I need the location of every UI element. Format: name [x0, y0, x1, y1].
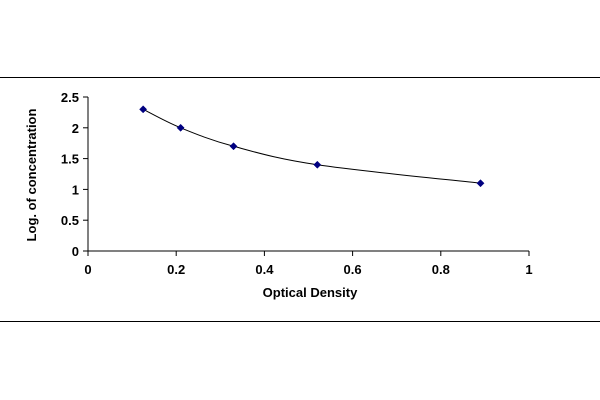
data-point — [313, 160, 322, 169]
y-tick-label: 1.5 — [61, 152, 79, 167]
y-tick-label: 0 — [72, 244, 79, 259]
x-tick-label: 1 — [525, 262, 532, 277]
data-point — [229, 142, 238, 151]
x-tick-label: 0 — [84, 262, 91, 277]
data-point — [476, 179, 485, 188]
x-tick-label: 0.2 — [167, 262, 185, 277]
x-tick-label: 0.6 — [344, 262, 362, 277]
axes — [87, 97, 529, 252]
fit-curve-layer — [142, 108, 481, 184]
y-tick-label: 2 — [72, 121, 79, 136]
x-axis-title: Optical Density — [263, 285, 358, 300]
data-points — [139, 105, 485, 188]
ticks: 0 0.5 1 1.5 2 2.5 0 0.2 0.4 0.6 0.8 1 — [61, 90, 533, 277]
fit-curve — [142, 108, 481, 184]
x-tick-label: 0.4 — [255, 262, 274, 277]
y-tick-label: 1 — [72, 182, 79, 197]
data-point — [139, 105, 148, 114]
y-tick-label: 2.5 — [61, 90, 79, 105]
y-tick-label: 0.5 — [61, 213, 79, 228]
y-axis-title: Log. of concentration — [24, 109, 39, 242]
data-point — [176, 123, 185, 132]
x-tick-label: 0.8 — [432, 262, 450, 277]
figure-frame — [0, 77, 600, 322]
